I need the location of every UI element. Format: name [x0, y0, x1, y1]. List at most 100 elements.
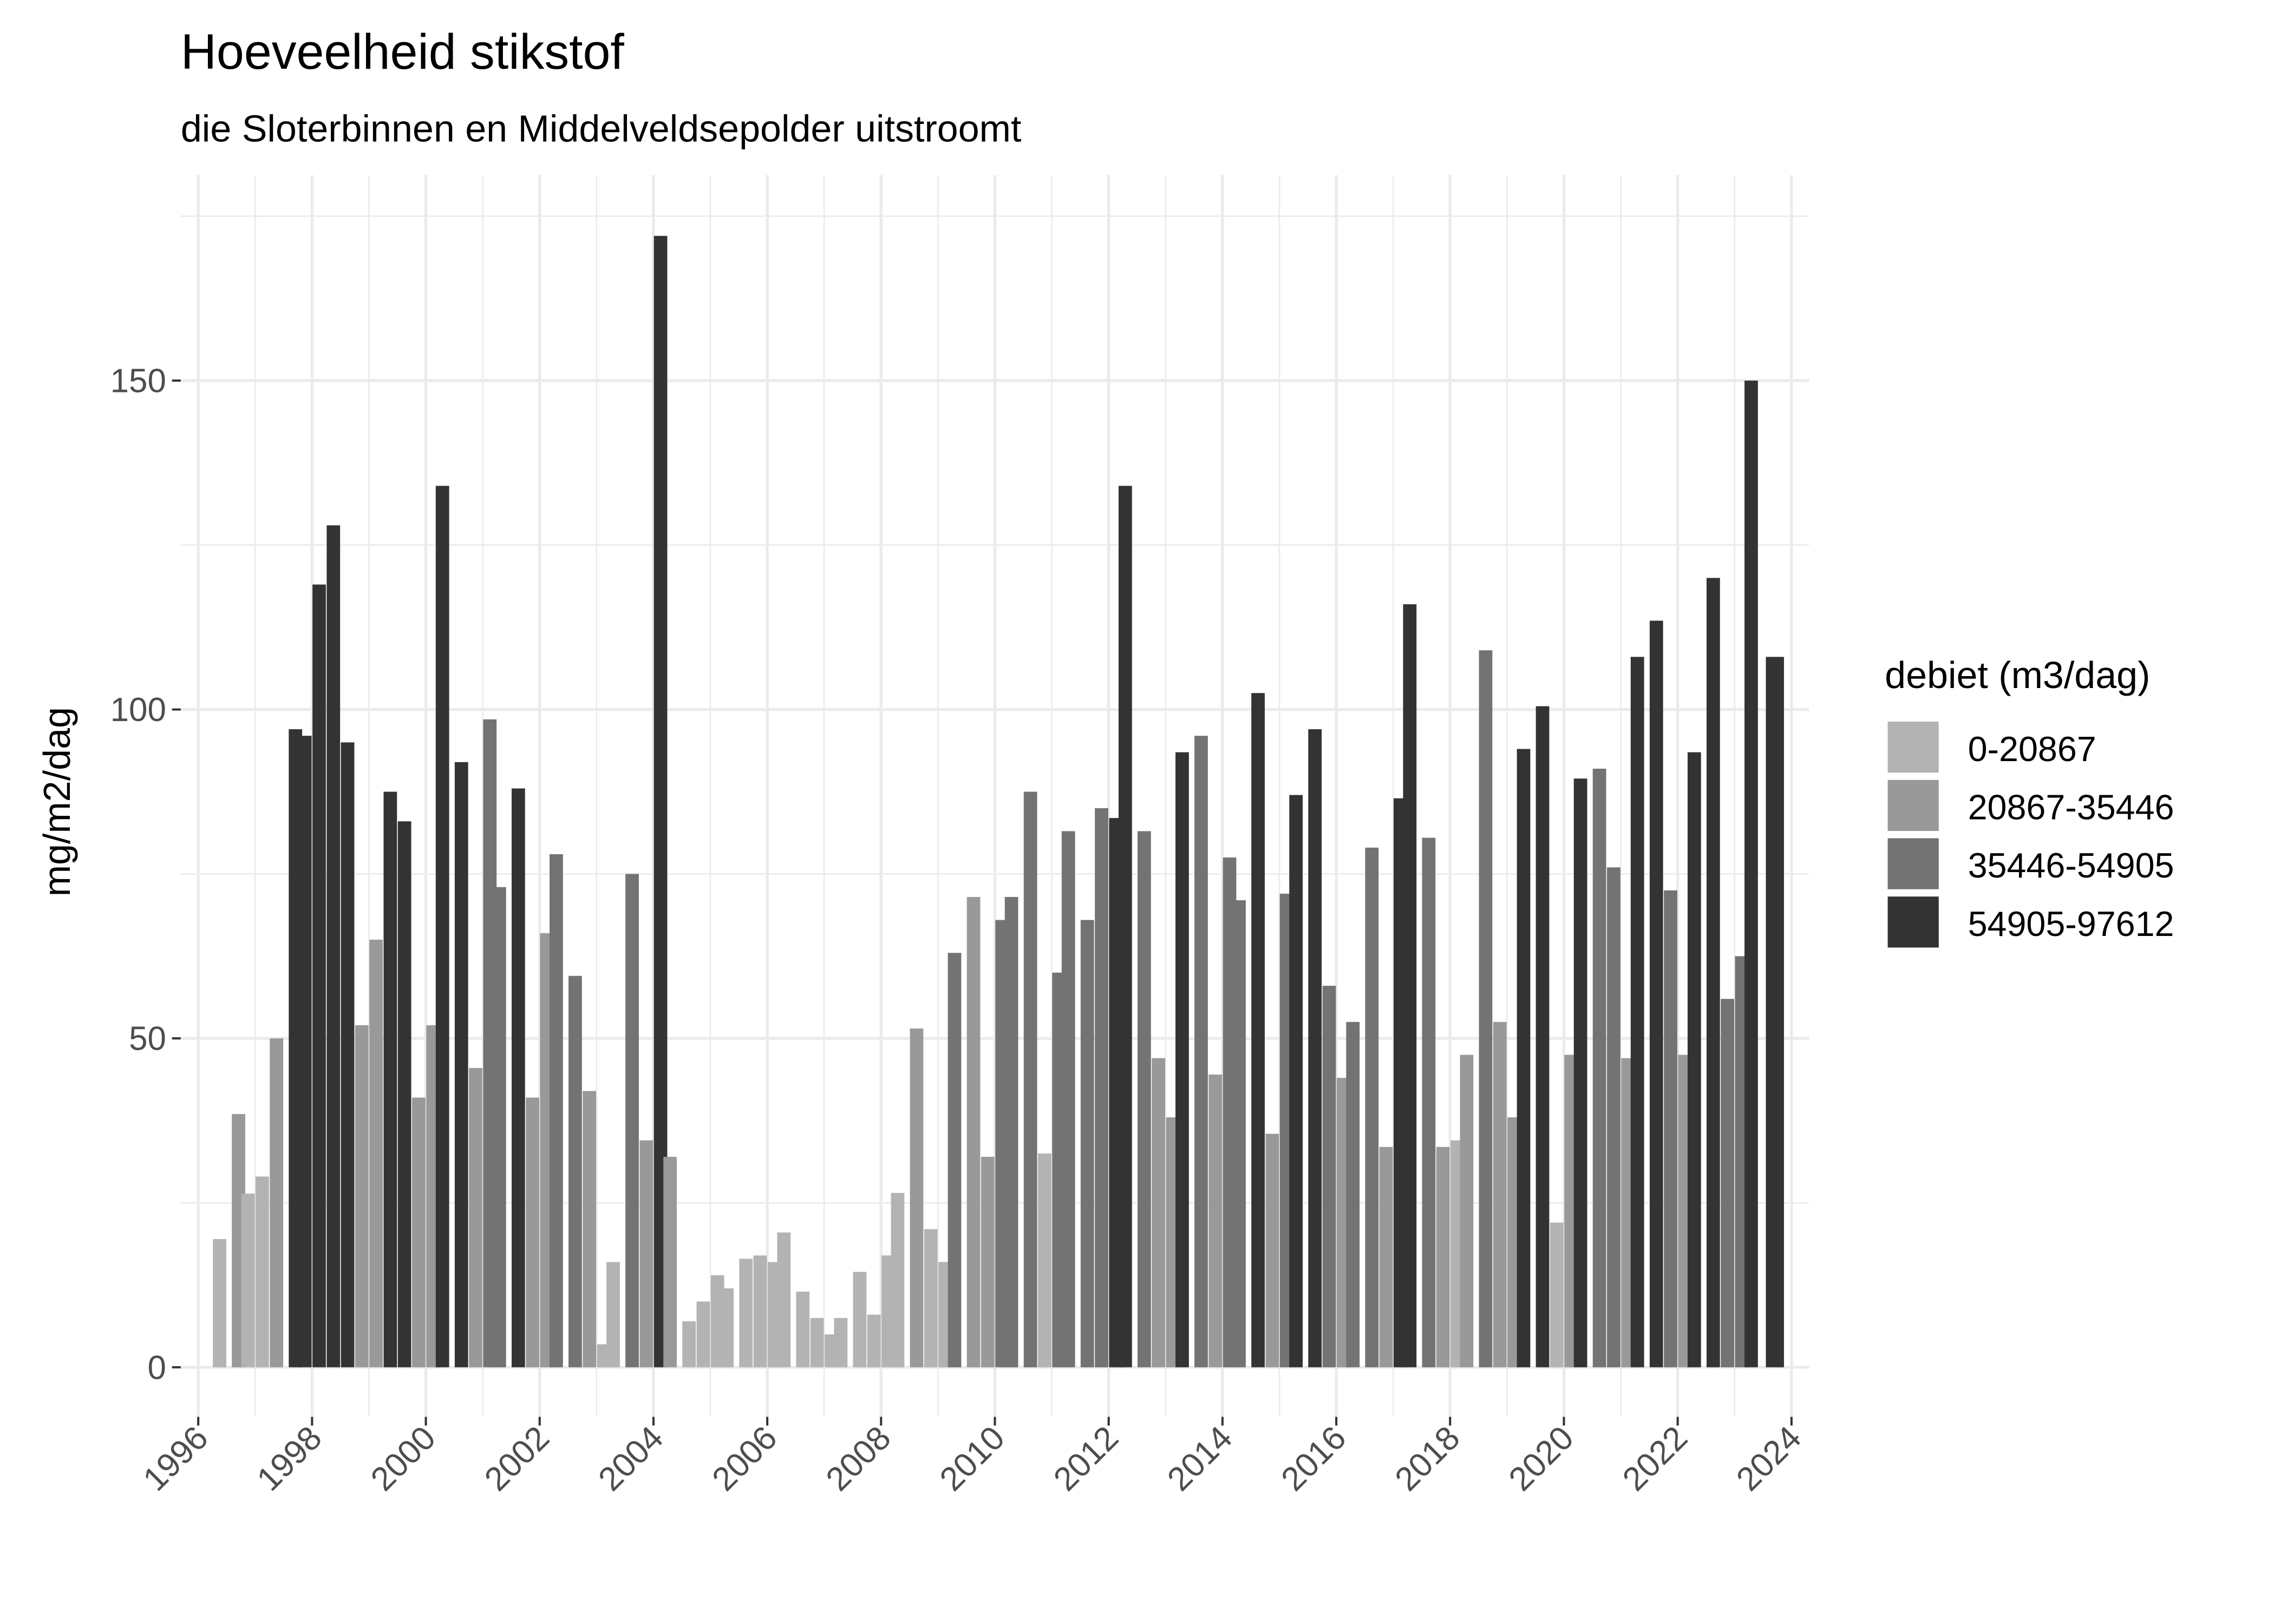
legend-title: debiet (m3/dag) [1885, 654, 2150, 696]
bar [1080, 920, 1094, 1367]
bar [1152, 1058, 1166, 1367]
bar [1744, 381, 1758, 1367]
bar [1630, 657, 1644, 1367]
bar [1061, 831, 1075, 1367]
y-tick-label: 150 [110, 363, 166, 400]
bar [1095, 808, 1108, 1367]
legend-label: 20867-35446 [1968, 788, 2174, 827]
bar [777, 1232, 791, 1367]
bar [625, 874, 639, 1367]
bar [1289, 795, 1303, 1367]
bar [834, 1318, 848, 1367]
bar [1403, 604, 1417, 1367]
bar [739, 1259, 753, 1367]
legend-key [1887, 896, 1939, 948]
x-tick-label: 2008 [819, 1419, 898, 1498]
bar [720, 1288, 734, 1367]
bar [853, 1272, 867, 1367]
bar [341, 742, 355, 1367]
x-tick-label: 1996 [136, 1419, 215, 1498]
legend-label: 54905-97612 [1968, 905, 2174, 944]
bar [1137, 831, 1151, 1367]
legend: debiet (m3/dag) 0-20867 20867-35446 35446-… [1885, 654, 2174, 948]
x-tick-label: 2016 [1274, 1419, 1353, 1498]
bar [568, 975, 582, 1367]
bar [1308, 729, 1322, 1367]
legend-key [1887, 780, 1939, 831]
bar [682, 1321, 696, 1367]
bar [454, 762, 468, 1367]
x-tick-label: 2020 [1502, 1419, 1581, 1498]
bar [1265, 1134, 1279, 1367]
x-tick-label: 2022 [1616, 1419, 1695, 1498]
bar [1592, 769, 1606, 1367]
bar [492, 887, 506, 1367]
bar [511, 788, 525, 1367]
bar [696, 1301, 710, 1367]
bar [270, 1038, 284, 1367]
bar [606, 1262, 620, 1367]
x-tick-label: 2024 [1729, 1419, 1808, 1498]
y-tick-label: 50 [129, 1020, 166, 1058]
bar [753, 1255, 767, 1367]
bar [1607, 867, 1620, 1367]
bar [981, 1156, 995, 1367]
bar [526, 1097, 539, 1367]
bar [1460, 1055, 1474, 1367]
bar [256, 1176, 269, 1367]
bar [1208, 1075, 1223, 1367]
bar [1550, 1222, 1564, 1367]
x-tick-label: 2018 [1388, 1419, 1467, 1498]
bar [213, 1239, 226, 1367]
x-tick-label: 2000 [364, 1419, 443, 1498]
legend-label: 35446-54905 [1968, 846, 2174, 885]
bar [1573, 778, 1587, 1367]
bar [469, 1068, 482, 1367]
bar [1379, 1147, 1393, 1367]
bar [1251, 693, 1265, 1367]
bar [948, 953, 962, 1367]
bar [1194, 736, 1208, 1367]
bar [1322, 985, 1336, 1367]
bar [369, 939, 383, 1367]
bar [1232, 900, 1246, 1367]
x-tick-label: 2002 [478, 1419, 557, 1498]
chart-title: Hoeveelheid stikstof [181, 24, 625, 80]
bar [1175, 752, 1189, 1367]
bar [1649, 620, 1663, 1367]
bar [1721, 999, 1734, 1367]
bar [549, 854, 563, 1367]
legend-key [1887, 722, 1939, 773]
bar [891, 1193, 905, 1367]
bar [435, 486, 449, 1367]
x-tick-label: 2004 [591, 1419, 670, 1498]
bar [810, 1318, 824, 1367]
bar [1479, 650, 1493, 1367]
bar [867, 1314, 881, 1367]
bars [213, 235, 1784, 1367]
bar [1346, 1021, 1360, 1367]
bar [1422, 837, 1436, 1367]
bar [326, 525, 341, 1367]
bar [910, 1028, 924, 1367]
bar [924, 1229, 938, 1367]
x-tick-label: 2010 [933, 1419, 1012, 1498]
legend-label: 0-20867 [1968, 730, 2096, 769]
y-tick-label: 100 [110, 691, 166, 729]
bar [1687, 752, 1701, 1367]
x-tick-label: 2014 [1160, 1419, 1239, 1498]
x-tick-label: 1998 [250, 1419, 329, 1498]
bar [412, 1097, 426, 1367]
bar [1664, 890, 1677, 1367]
bar [1118, 486, 1132, 1367]
x-tick-label: 2012 [1047, 1419, 1126, 1498]
bar [1535, 706, 1550, 1367]
bar [583, 1091, 597, 1367]
bar [663, 1156, 677, 1367]
bar [1766, 657, 1784, 1367]
bar [1365, 847, 1379, 1367]
bar [397, 821, 411, 1367]
bar [1706, 578, 1720, 1367]
bar [1436, 1147, 1450, 1367]
